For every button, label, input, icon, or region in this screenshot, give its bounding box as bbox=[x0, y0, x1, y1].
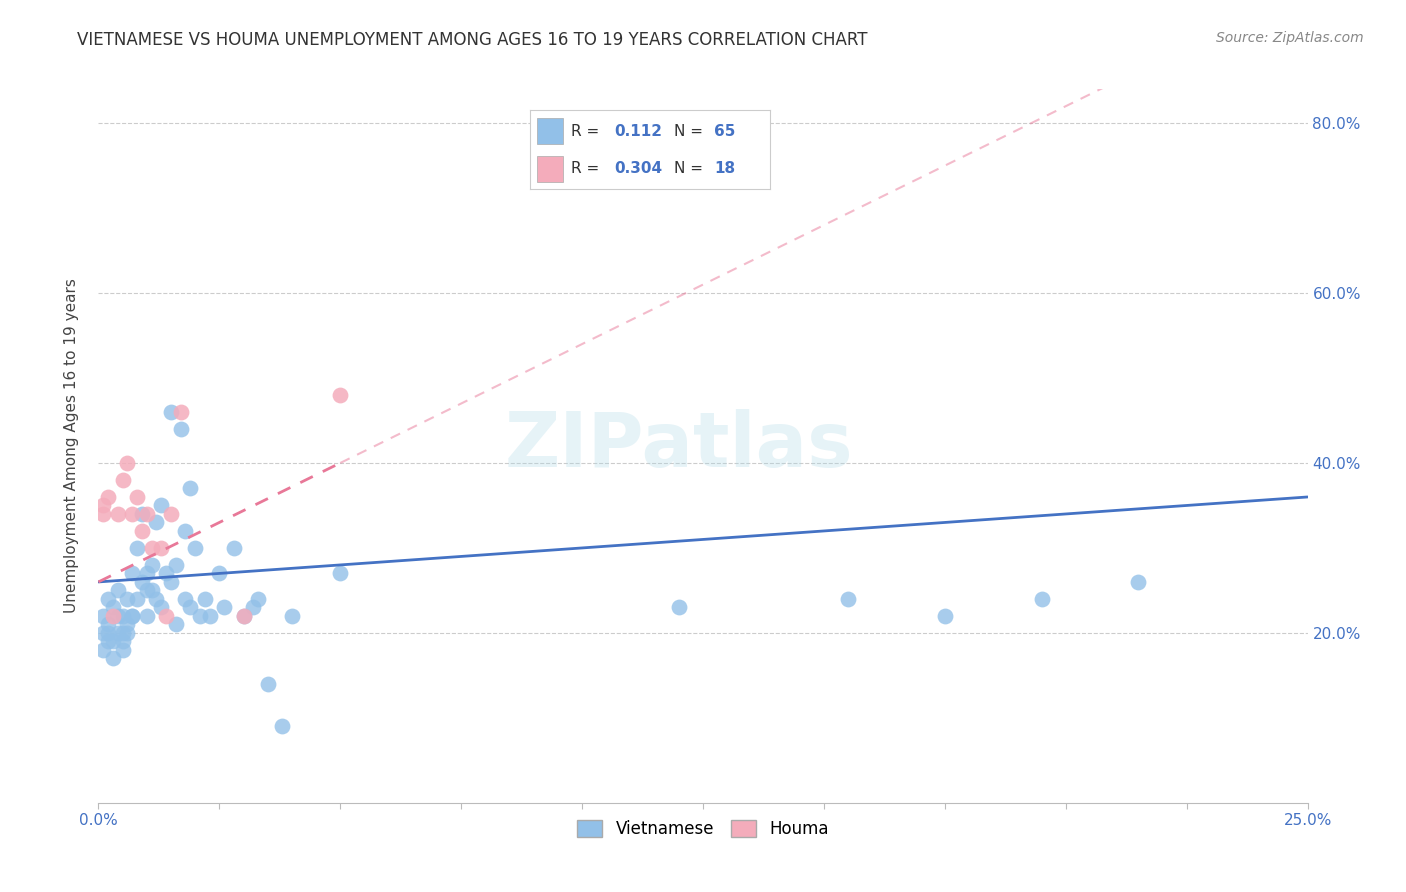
Point bbox=[91, 626, 114, 640]
Point bbox=[101, 634, 124, 648]
Point bbox=[91, 608, 114, 623]
Point bbox=[107, 608, 129, 623]
Point bbox=[111, 634, 134, 648]
Point bbox=[111, 473, 134, 487]
Point bbox=[97, 617, 120, 632]
Point bbox=[107, 507, 129, 521]
Bar bbox=[537, 119, 564, 144]
Point bbox=[121, 507, 143, 521]
Point bbox=[165, 617, 187, 632]
Point bbox=[165, 558, 187, 572]
Point bbox=[174, 591, 197, 606]
Point bbox=[242, 600, 264, 615]
Text: 65: 65 bbox=[714, 123, 735, 138]
Text: R =: R = bbox=[571, 123, 603, 138]
Point bbox=[97, 490, 120, 504]
Point bbox=[1128, 574, 1150, 589]
Point bbox=[97, 634, 120, 648]
Point bbox=[232, 608, 254, 623]
Text: N =: N = bbox=[673, 123, 707, 138]
Point bbox=[208, 566, 231, 581]
Point bbox=[111, 626, 134, 640]
Point bbox=[127, 591, 149, 606]
Point bbox=[184, 541, 207, 555]
Point bbox=[111, 608, 134, 623]
Point bbox=[135, 566, 157, 581]
Text: R =: R = bbox=[571, 161, 603, 177]
Point bbox=[97, 626, 120, 640]
Point bbox=[329, 566, 352, 581]
Point bbox=[121, 608, 143, 623]
Point bbox=[160, 405, 183, 419]
Point bbox=[135, 608, 157, 623]
Point bbox=[150, 499, 173, 513]
Point bbox=[174, 524, 197, 538]
Point bbox=[145, 516, 167, 530]
Point bbox=[837, 591, 859, 606]
Point bbox=[212, 600, 235, 615]
Point bbox=[131, 524, 153, 538]
Point bbox=[934, 608, 956, 623]
Point bbox=[169, 405, 191, 419]
Point bbox=[150, 600, 173, 615]
Point bbox=[91, 507, 114, 521]
Point bbox=[117, 626, 139, 640]
Text: Source: ZipAtlas.com: Source: ZipAtlas.com bbox=[1216, 31, 1364, 45]
Point bbox=[107, 626, 129, 640]
Point bbox=[160, 507, 183, 521]
Point bbox=[247, 591, 270, 606]
Point bbox=[271, 719, 294, 733]
Point bbox=[127, 541, 149, 555]
Point bbox=[117, 617, 139, 632]
Point bbox=[117, 591, 139, 606]
Legend: Vietnamese, Houma: Vietnamese, Houma bbox=[571, 813, 835, 845]
Bar bbox=[537, 156, 564, 182]
Point bbox=[179, 482, 201, 496]
Point bbox=[131, 507, 153, 521]
Point bbox=[145, 591, 167, 606]
Text: 0.112: 0.112 bbox=[614, 123, 662, 138]
Point bbox=[179, 600, 201, 615]
Point bbox=[131, 574, 153, 589]
Point bbox=[198, 608, 221, 623]
Point bbox=[150, 541, 173, 555]
Point bbox=[232, 608, 254, 623]
Point bbox=[101, 608, 124, 623]
Point bbox=[329, 388, 352, 402]
Point bbox=[141, 583, 163, 598]
Point bbox=[281, 608, 304, 623]
Point bbox=[194, 591, 217, 606]
Point bbox=[111, 643, 134, 657]
Point bbox=[121, 566, 143, 581]
Text: N =: N = bbox=[673, 161, 707, 177]
Point bbox=[256, 677, 278, 691]
Point bbox=[169, 422, 191, 436]
Text: ZIPatlas: ZIPatlas bbox=[505, 409, 853, 483]
Point bbox=[155, 608, 177, 623]
Point bbox=[97, 591, 120, 606]
Point bbox=[91, 643, 114, 657]
Text: 0.304: 0.304 bbox=[614, 161, 662, 177]
Point bbox=[155, 566, 177, 581]
Point bbox=[117, 456, 139, 470]
Point bbox=[135, 583, 157, 598]
Point bbox=[101, 600, 124, 615]
Point bbox=[107, 583, 129, 598]
Text: VIETNAMESE VS HOUMA UNEMPLOYMENT AMONG AGES 16 TO 19 YEARS CORRELATION CHART: VIETNAMESE VS HOUMA UNEMPLOYMENT AMONG A… bbox=[77, 31, 868, 49]
Point bbox=[121, 608, 143, 623]
Point bbox=[101, 651, 124, 665]
Text: Unemployment Among Ages 16 to 19 years: Unemployment Among Ages 16 to 19 years bbox=[65, 278, 79, 614]
Point bbox=[141, 558, 163, 572]
Point bbox=[222, 541, 245, 555]
Point bbox=[91, 499, 114, 513]
Point bbox=[127, 490, 149, 504]
Point bbox=[188, 608, 211, 623]
Text: 18: 18 bbox=[714, 161, 735, 177]
Point bbox=[141, 541, 163, 555]
Point bbox=[135, 507, 157, 521]
Point bbox=[668, 600, 690, 615]
Point bbox=[1031, 591, 1053, 606]
Point bbox=[160, 574, 183, 589]
